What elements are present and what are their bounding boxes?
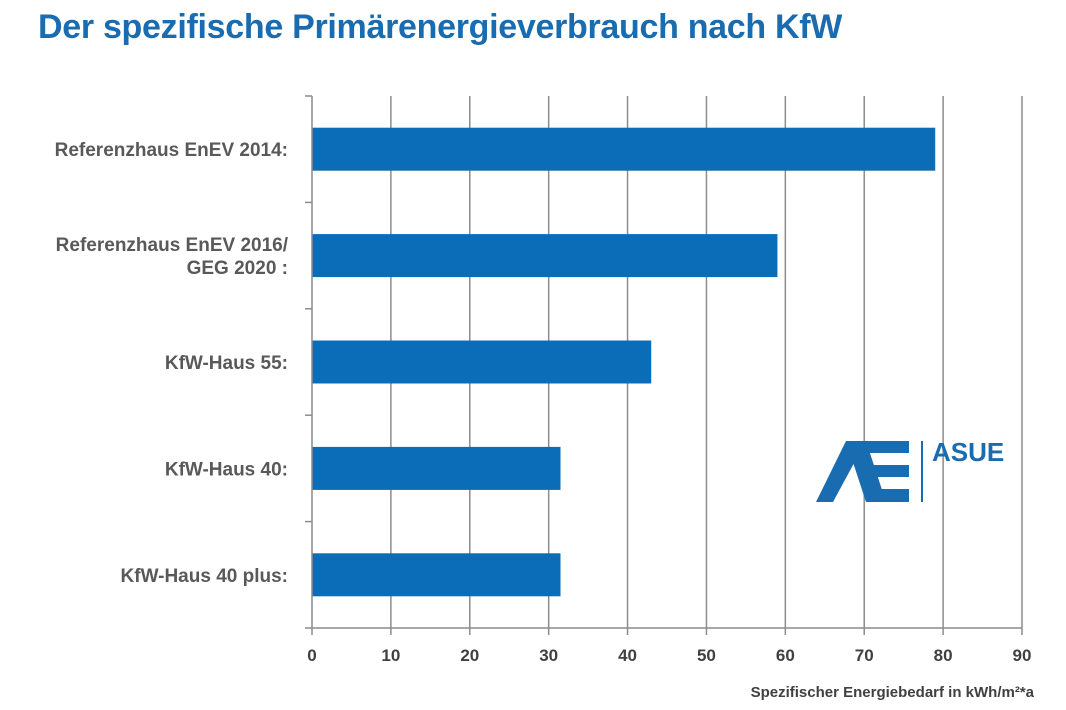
logo-bar-middle — [861, 465, 909, 477]
bar-3 — [312, 446, 561, 490]
x-tick-label-2: 20 — [460, 646, 479, 665]
x-tick-label-1: 10 — [381, 646, 400, 665]
logo-bar-top — [857, 441, 909, 453]
bar-1 — [312, 234, 778, 278]
x-tick-label-4: 40 — [618, 646, 637, 665]
category-label-0: Referenzhaus EnEV 2014: — [55, 140, 288, 161]
x-tick-label-3: 30 — [539, 646, 558, 665]
x-tick-label-0: 0 — [307, 646, 316, 665]
category-label-2: KfW-Haus 55: — [165, 353, 288, 374]
x-tick-label-7: 70 — [855, 646, 874, 665]
x-tick-label-5: 50 — [697, 646, 716, 665]
x-axis-label: Spezifischer Energiebedarf in kWh/m²*a — [751, 684, 1035, 701]
category-label-4: KfW-Haus 40 plus: — [121, 566, 288, 587]
category-labels: Referenzhaus EnEV 2014: Referenzhaus EnEV… — [55, 140, 289, 587]
bar-2 — [312, 340, 652, 384]
chart-title: Der spezifische Primärenergieverbrauch n… — [38, 8, 843, 46]
x-tick-label-8: 80 — [934, 646, 953, 665]
category-label-1-line-0: Referenzhaus EnEV 2016/ — [56, 235, 289, 256]
bar-4 — [312, 553, 561, 597]
logo-text: ASUE — [932, 437, 1004, 467]
asue-logo: ASUE — [816, 437, 1004, 502]
x-tick-labels: 0 10 20 30 40 50 60 70 80 90 — [307, 646, 1031, 665]
logo-bar-bottom — [866, 489, 909, 502]
bar-0 — [312, 127, 936, 171]
bars — [312, 127, 936, 597]
x-tick-label-6: 60 — [776, 646, 795, 665]
x-tick-label-9: 90 — [1013, 646, 1032, 665]
category-label-1-line-1: GEG 2020 : — [187, 258, 288, 279]
category-label-3: KfW-Haus 40: — [165, 459, 288, 480]
axes — [305, 95, 1023, 635]
